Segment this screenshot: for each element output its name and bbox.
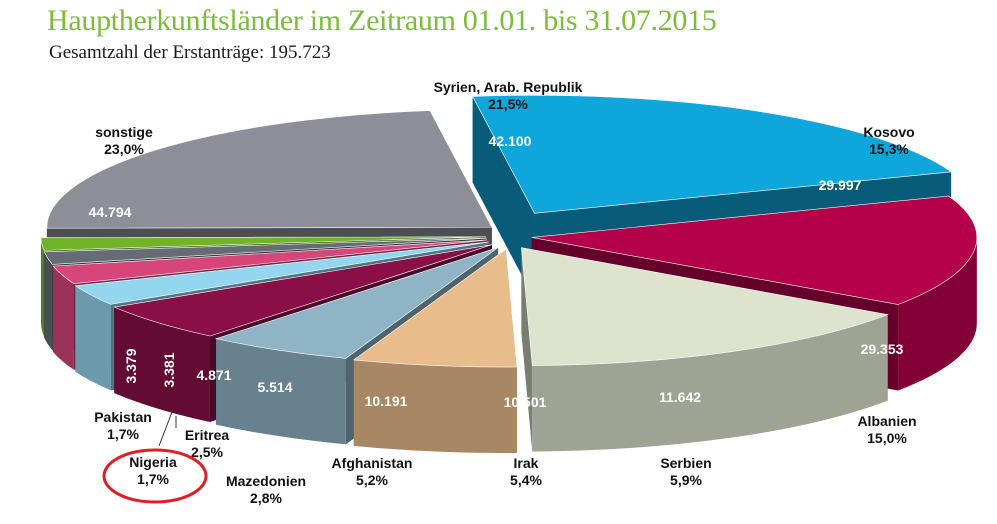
slice-outer-wall [532,314,888,452]
category-percent-kosovo: 15,3% [869,141,909,157]
slice-top-face [74,241,489,305]
slice-outer-wall [353,359,517,454]
value-label-mazedonien: 5.514 [257,379,292,395]
slice-outer-wall [898,237,977,391]
value-label-irak: 10.501 [504,394,547,410]
value-label-sonstige: 44.794 [89,204,132,220]
category-label-mazedonien: Mazedonien 2,8% [226,473,306,506]
category-label-pakistan: Pakistan 1,7% [94,409,152,442]
category-percent-sonstige: 23,0% [104,141,144,157]
value-label-pakistan: 3.379 [123,348,139,383]
category-percent-syrien: 21,5% [488,96,528,112]
category-percent-nigeria: 1,7% [137,471,169,487]
category-label-sonstige: sonstige 23,0% [95,124,153,157]
category-percent-serbien: 5,9% [670,472,702,488]
category-name-syrien: Syrien, Arab. Republik [434,79,583,95]
slice-side-face [472,96,535,300]
category-name-serbien: Serbien [660,455,711,471]
slice-top-face [521,247,889,366]
category-percent-afghanistan: 5,2% [356,472,388,488]
slice-outer-wall [41,237,44,337]
category-label-afghanistan: Afghanistan 5,2% [332,455,413,488]
slice-top-face [52,239,488,285]
slice-top-face [353,248,518,368]
slice-top-face [113,244,493,337]
category-name-nigeria: Nigeria [129,454,177,470]
category-name-pakistan: Pakistan [94,409,152,425]
category-name-afghanistan: Afghanistan [332,455,413,471]
value-label-syrien: 42.100 [489,133,532,149]
value-label-eritrea: 4.871 [196,367,231,383]
category-label-eritrea: Eritrea 2,5% [185,427,230,460]
slice-side-face [521,247,533,452]
pie-slice-serbien [353,248,518,454]
category-percent-irak: 5,4% [510,472,542,488]
value-label-serbien: 11.642 [659,389,701,405]
category-label-irak: Irak 5,4% [510,455,542,488]
slice-outer-wall [44,251,53,351]
slice-top-face [43,237,487,265]
slice-outer-wall [75,285,111,391]
category-name-sonstige: sonstige [95,124,153,140]
chart-title: Hauptherkunftsländer im Zeitraum 01.01. … [47,4,717,37]
category-name-kosovo: Kosovo [863,124,914,140]
category-label-syrien: Syrien, Arab. Republik 21,5% [434,79,583,112]
slice-top-face [214,247,499,359]
category-label-serbien: Serbien 5,9% [660,455,711,488]
slice-outer-wall [216,338,346,445]
category-label-kosovo: Kosovo 15,3% [863,124,914,157]
category-label-albanien: Albanien 15,0% [857,413,916,446]
value-label-albanien: 29.353 [861,341,904,357]
category-percent-mazedonien: 2,8% [250,490,282,506]
value-label-kosovo: 29.997 [819,177,862,193]
category-name-mazedonien: Mazedonien [226,473,306,489]
category-name-albanien: Albanien [857,413,916,429]
slice-top-face [46,110,493,229]
value-label-afghanistan: 10.191 [365,393,408,409]
category-label-nigeria: Nigeria 1,7% [129,454,177,487]
category-percent-albanien: 15,0% [867,430,907,446]
slice-outer-wall [114,307,210,422]
category-name-irak: Irak [514,455,539,471]
pie-slice-albanien [521,247,889,452]
category-name-eritrea: Eritrea [185,427,230,443]
slice-outer-wall [53,266,74,370]
value-label-nigeria: 3.381 [161,352,177,387]
chart-subtitle: Gesamtzahl der Erstanträge: 195.723 [49,42,331,63]
category-percent-eritrea: 2,5% [191,444,223,460]
slice-top-face [472,95,952,214]
highlight-ellipse [102,448,208,504]
category-percent-pakistan: 1,7% [107,426,139,442]
slice-top-face [40,236,487,251]
leader-line [158,411,173,447]
slice-top-face [531,195,978,305]
